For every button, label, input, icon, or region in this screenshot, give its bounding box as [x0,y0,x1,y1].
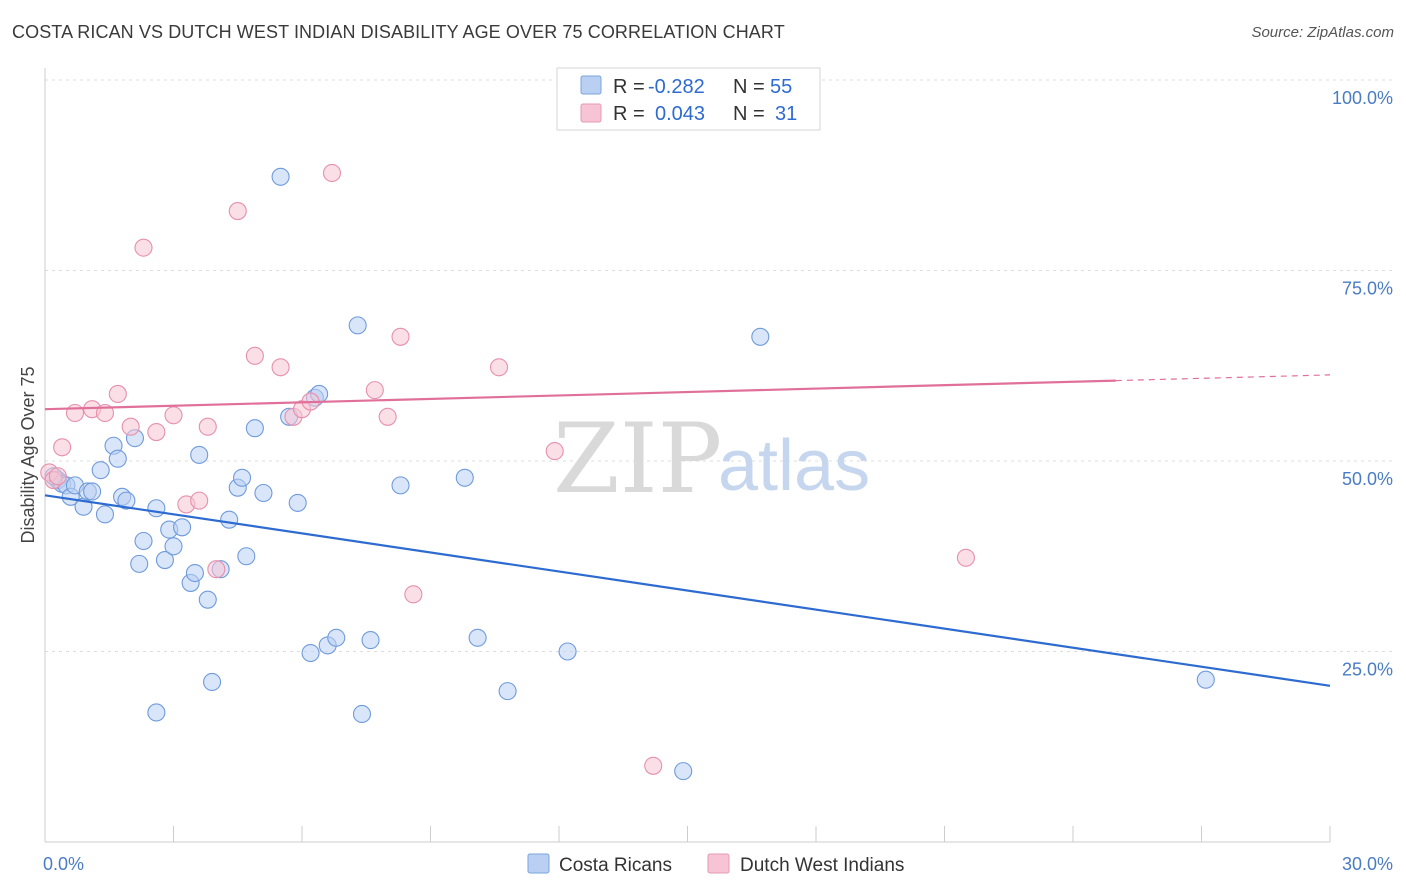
costa-rican-point-53 [1196,670,1215,689]
y-tick-label-3: 25.0% [1342,660,1393,680]
dutch-west-indian-point-30 [48,467,67,486]
costa-rican-point-29 [220,510,239,529]
y-axis-label: Disability Age Over 75 [18,366,38,543]
dutch-west-indian-point-28 [956,548,975,567]
watermark-atlas: atlas [718,426,870,506]
legend-r-label-1: R = [613,76,645,98]
costa-rican-point-13 [117,491,136,510]
watermark: ZIP atlas [553,403,870,515]
costa-rican-point-45 [361,631,380,650]
legend-n-value-2: 31 [775,103,797,125]
x-tick-labels: 0.0% 30.0% [43,854,1393,874]
y-tick-label-2: 50.0% [1342,469,1393,489]
dutch-west-indian-point-11 [190,491,209,510]
costa-rican-point-16 [134,531,153,551]
costa-rican-point-34 [254,483,273,503]
y-tick-labels: 100.0% 75.0% 50.0% 25.0% [1332,88,1393,680]
costa-rican-point-50 [558,642,577,661]
dutch-west-indian-point-1 [53,438,72,457]
costa-rican-point-24 [185,563,204,583]
legend-n-label-2: N = [733,103,765,125]
dutch-west-indian-point-23 [391,327,410,346]
x-tick-label-0: 0.0% [43,854,84,874]
bottom-legend-swatch-pink [707,853,730,874]
dutch-west-indian-point-16 [271,358,290,377]
costa-rican-point-11 [108,449,127,468]
dutch-west-indian-point-12 [198,417,217,436]
bottom-legend-costa-ricans: Costa Ricans [559,855,672,876]
grid-lines [45,79,1392,652]
costa-rican-point-17 [147,703,166,722]
costa-rican-point-44 [352,704,372,724]
costa-rican-point-21 [164,537,183,556]
dutch-west-indian-point-21 [365,381,384,400]
costa-rican-point-15 [130,554,149,573]
costa-rican-point-27 [203,672,222,692]
x-tick-label-1: 30.0% [1342,854,1393,874]
legend-n-value-1: 55 [770,76,792,98]
dutch-west-indian-point-25 [489,358,509,377]
costa-rican-point-25 [190,445,209,464]
costa-rican-point-51 [674,762,693,781]
costa-rican-point-48 [468,628,487,647]
costa-rican-point-33 [245,419,264,438]
dutch-west-indian-point-27 [644,756,663,775]
legend-r-label-2: R = [613,103,645,125]
costa-rican-point-47 [455,468,474,487]
costa-rican-point-52 [751,327,770,346]
legend-r-value-2: 0.043 [655,103,705,125]
bottom-legend-swatch-blue [527,853,550,874]
costa-rican-trend-line [44,494,1331,687]
dutch-west-indian-point-13 [207,560,226,579]
axes [44,68,1331,843]
dutch-west-indian-point-8 [147,422,166,442]
costa-rican-point-37 [288,493,307,512]
y-tick-label-0: 100.0% [1332,88,1393,108]
dutch-west-indian-point-2 [65,403,85,423]
dutch-west-indian-point-5 [108,384,127,403]
legend-swatch-pink [580,103,602,123]
chart-title: COSTA RICAN VS DUTCH WEST INDIAN DISABIL… [12,22,785,42]
dutch-west-indian-point-20 [322,163,342,183]
dutch-west-indian-point-24 [404,585,423,604]
dutch-west-indian-trend-line [44,379,1116,411]
dutch-west-indian-point-6 [121,417,140,436]
costa-rican-point-32 [237,547,256,566]
bottom-legend-dutch-west-indians: Dutch West Indians [740,855,904,876]
trend-lines [44,374,1331,687]
series-legend: Costa Ricans Dutch West Indians [527,853,904,876]
correlation-legend: R = -0.282 N = 55 R = 0.043 N = 31 [556,67,821,131]
costa-rican-point-31 [232,468,252,487]
costa-rican-point-26 [198,590,217,609]
costa-rican-point-19 [155,551,174,570]
dutch-west-indian-point-22 [378,407,397,426]
source-label: Source: ZipAtlas.com [1251,24,1394,41]
data-points [40,163,1215,781]
costa-rican-point-35 [271,167,290,186]
costa-rican-point-42 [327,628,346,647]
dutch-west-indian-point-9 [164,406,183,425]
watermark-zip: ZIP [553,403,722,515]
dutch-west-indian-point-14 [228,202,247,221]
costa-rican-point-7 [83,482,102,501]
dutch-west-indian-point-15 [245,346,264,365]
dutch-west-indian-point-26 [545,442,564,461]
costa-rican-point-38 [301,643,320,663]
costa-rican-point-18 [147,499,166,518]
y-tick-label-1: 75.0% [1342,279,1393,299]
legend-n-label-1: N = [733,76,765,98]
costa-rican-point-46 [391,476,410,495]
dutch-west-indian-trend-extension [1115,374,1331,382]
dutch-west-indian-point-7 [134,238,153,257]
costa-rican-point-43 [348,316,367,335]
costa-rican-point-8 [91,461,110,480]
legend-r-value-1: -0.282 [648,76,705,98]
costa-rican-point-49 [498,682,517,701]
costa-rican-point-9 [95,505,115,524]
costa-rican-point-22 [173,518,192,537]
legend-swatch-blue [580,75,602,95]
